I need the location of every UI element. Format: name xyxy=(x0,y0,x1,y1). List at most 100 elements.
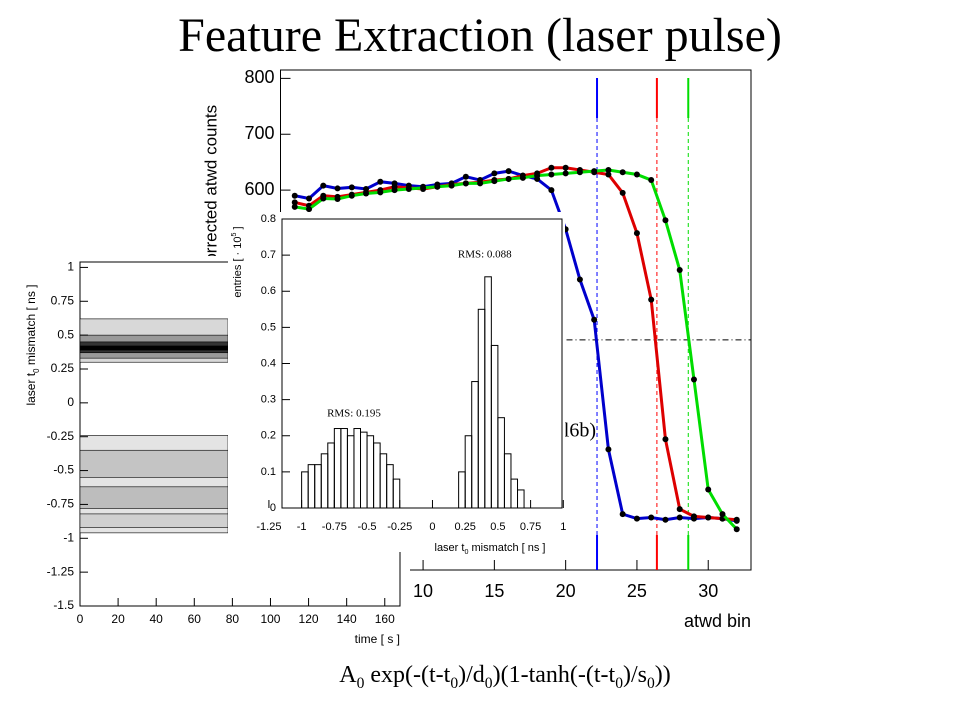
text-part: mismatch [ ns ] xyxy=(24,284,38,368)
data-point xyxy=(348,184,355,191)
x-tick-label: 0.5 xyxy=(490,521,505,533)
data-point xyxy=(662,436,669,443)
data-point xyxy=(334,196,341,203)
text-part: laser t xyxy=(435,542,465,554)
y-tick-label: -1.25 xyxy=(47,564,75,578)
data-point xyxy=(377,189,384,196)
data-point xyxy=(291,199,298,206)
y-tick-label: 0.2 xyxy=(261,430,276,442)
text-part: 0 xyxy=(647,675,655,692)
data-point xyxy=(291,203,298,210)
y-tick-label: -0.5 xyxy=(53,463,74,477)
y-axis-label: entries [ · 105 ] xyxy=(230,226,244,297)
data-point xyxy=(448,182,455,189)
x-tick-label: 30 xyxy=(698,581,718,601)
text-part: 0 xyxy=(450,675,458,692)
histogram-bar xyxy=(392,478,401,509)
y-tick-label: 0.4 xyxy=(261,357,276,369)
x-axis-label: time [ s ] xyxy=(355,632,400,646)
data-point xyxy=(548,164,555,171)
data-point xyxy=(633,230,640,237)
data-point xyxy=(705,486,712,493)
data-point xyxy=(420,184,427,191)
y-tick-label: 0.7 xyxy=(261,249,276,261)
x-tick-label: 80 xyxy=(226,612,240,626)
y-tick-label: 1 xyxy=(67,260,74,274)
data-point xyxy=(662,217,669,224)
rms-annotation: RMS: 0.195 xyxy=(327,408,381,420)
data-point xyxy=(562,164,569,171)
data-point xyxy=(676,267,683,273)
x-tick-label: -0.25 xyxy=(387,521,412,533)
y-tick-label: 0.6 xyxy=(261,285,276,297)
data-point xyxy=(619,189,626,196)
data-point xyxy=(633,171,640,178)
y-tick-label: 0.5 xyxy=(261,321,276,333)
data-point xyxy=(477,180,484,187)
x-tick-label: 10 xyxy=(413,581,433,601)
data-point xyxy=(690,376,697,383)
text-part: entries [ · 10 xyxy=(232,236,244,297)
text-part: 0 xyxy=(485,675,493,692)
histogram-bar xyxy=(517,489,525,509)
contour-band xyxy=(79,449,229,478)
text-part: mismatch [ ns ] xyxy=(468,542,545,554)
data-point xyxy=(306,195,313,202)
x-tick-label: 25 xyxy=(627,581,647,601)
y-tick-label: 0.5 xyxy=(57,327,74,341)
data-point xyxy=(591,316,598,323)
x-axis-label: laser t0 mismatch [ ns ] xyxy=(435,542,546,556)
text-part: 0 xyxy=(615,675,623,692)
data-point xyxy=(505,175,512,182)
x-tick-label: -1 xyxy=(297,521,307,533)
annotation: (l6b) xyxy=(557,420,596,442)
data-point xyxy=(491,178,498,185)
data-point xyxy=(462,173,469,180)
data-point xyxy=(619,169,626,176)
data-point xyxy=(733,526,740,533)
y-tick-label: 0.1 xyxy=(261,466,276,478)
data-point xyxy=(733,516,740,523)
x-tick-label: 0 xyxy=(77,612,84,626)
y-tick-label: -0.25 xyxy=(47,429,75,443)
data-point xyxy=(648,177,655,184)
data-point xyxy=(676,514,683,521)
data-point xyxy=(605,171,612,178)
data-point xyxy=(391,187,398,194)
data-point xyxy=(320,195,327,202)
y-tick-label: 800 xyxy=(244,67,274,87)
contour-band xyxy=(79,345,229,351)
y-tick-label: 0 xyxy=(67,395,74,409)
text-part: )/s xyxy=(623,662,647,688)
text-part: ] xyxy=(232,226,244,232)
x-tick-label: -0.5 xyxy=(358,521,377,533)
x-tick-label: 40 xyxy=(150,612,164,626)
data-point xyxy=(291,192,298,199)
data-point xyxy=(377,178,384,185)
data-point xyxy=(320,182,327,189)
data-point xyxy=(591,168,598,175)
data-point xyxy=(662,516,669,523)
data-point xyxy=(363,190,370,197)
x-tick-label: 15 xyxy=(484,581,504,601)
data-point xyxy=(334,185,341,192)
x-tick-label: 140 xyxy=(337,612,357,626)
text-part: 0 xyxy=(32,368,41,373)
x-tick-label: 60 xyxy=(188,612,202,626)
y-tick-label: 0 xyxy=(270,502,276,514)
data-point xyxy=(434,183,441,190)
text-part: 5 xyxy=(230,232,238,236)
text-part: laser t xyxy=(24,372,38,405)
contour-band xyxy=(79,513,229,528)
y-tick-label: 0.75 xyxy=(51,293,75,307)
y-axis-label: corrected atwd counts xyxy=(201,105,220,271)
data-point xyxy=(548,187,555,194)
y-tick-label: 0.8 xyxy=(261,213,276,225)
data-point xyxy=(648,296,655,303)
formula: A0 exp(-(t-t0)/d0)(1-tanh(-(t-t0)/s0)) xyxy=(339,662,671,693)
y-tick-label: 600 xyxy=(244,179,274,199)
data-point xyxy=(676,506,683,513)
data-point xyxy=(576,276,583,283)
data-point xyxy=(619,511,626,518)
